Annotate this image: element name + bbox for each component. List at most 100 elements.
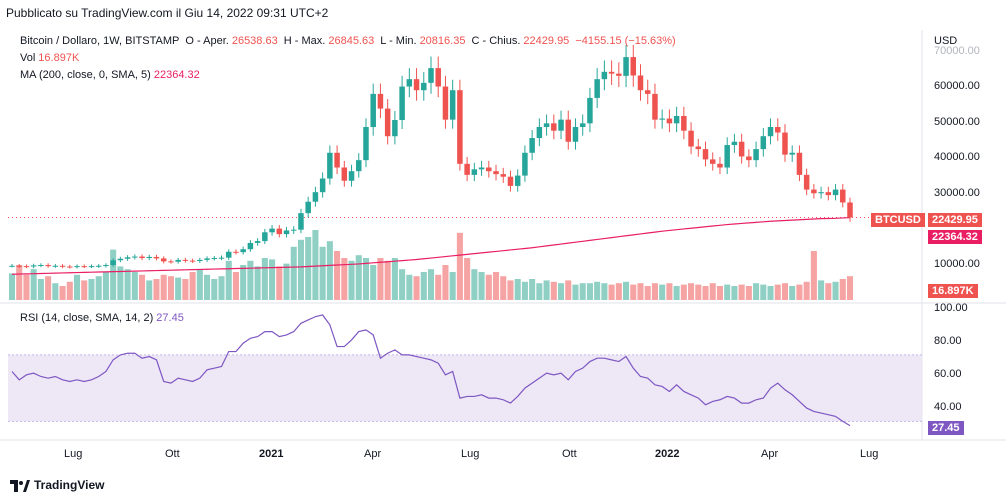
candle-body	[500, 174, 506, 177]
volume-bar	[781, 283, 789, 300]
volume-bar	[586, 283, 593, 300]
candle-body	[421, 82, 427, 91]
candle-body	[818, 192, 824, 194]
volume-bar	[507, 280, 514, 300]
volume-bar	[572, 284, 579, 300]
volume-bar	[8, 273, 16, 300]
brand-label: TradingView	[34, 478, 105, 492]
candle-body	[175, 259, 181, 262]
volume-bar	[666, 283, 673, 300]
candle-body	[464, 163, 470, 175]
candle-body	[522, 152, 528, 176]
candle-body	[428, 68, 434, 83]
volume-bar	[832, 281, 839, 300]
candle-body	[117, 258, 124, 261]
price-tick-40000: 40000.00	[934, 151, 980, 163]
candle-body	[363, 127, 369, 161]
candle-body	[233, 251, 239, 253]
volume-bar	[52, 283, 59, 300]
volume-bar	[702, 286, 709, 300]
volume-bar	[23, 274, 30, 300]
time-tick-lug-2021: Lug	[461, 448, 480, 460]
volume-bar	[753, 283, 760, 300]
volume-bar	[225, 260, 232, 300]
volume-bar	[175, 277, 182, 300]
candle-body	[630, 57, 637, 76]
vol-label: Vol	[20, 52, 36, 64]
candle-body	[182, 259, 189, 261]
candle-body	[493, 171, 499, 175]
volume-bar	[659, 284, 666, 300]
volume-bar	[189, 272, 196, 300]
volume-bar	[81, 280, 88, 300]
volume-bar	[724, 284, 731, 300]
candle-body	[760, 136, 767, 150]
candle-body	[124, 257, 131, 259]
currency-label: USD	[934, 35, 958, 47]
volume-bar	[449, 272, 456, 300]
time-tick-lug-2020: Lug	[64, 448, 83, 460]
volume-bar	[153, 279, 160, 300]
candle-body	[132, 256, 138, 258]
volume-bar	[745, 286, 752, 300]
candle-body	[283, 230, 290, 235]
last-price-tag: 22429.95	[928, 213, 982, 227]
volume-bar	[839, 279, 846, 300]
candle-body	[803, 174, 810, 190]
volume-bar	[514, 279, 521, 300]
volume-bar	[167, 276, 174, 300]
time-tick-ott-2021: Ott	[562, 448, 577, 460]
volume-bar	[95, 276, 102, 300]
close-label: C - Chius.	[471, 35, 521, 47]
volume-bar	[297, 239, 304, 300]
candle-body	[59, 265, 66, 267]
volume-bar	[312, 230, 319, 300]
candle-body	[262, 232, 268, 242]
candle-body	[269, 228, 275, 233]
candle-body	[789, 152, 795, 155]
volume-bar	[608, 284, 615, 300]
volume-bar	[102, 272, 109, 300]
volume-bar	[326, 241, 333, 300]
candle-body	[413, 79, 420, 91]
candle-body	[623, 57, 629, 76]
time-tick-lug-2022: Lug	[860, 448, 879, 460]
candle-body	[225, 251, 232, 258]
candle-body	[471, 169, 478, 175]
candle-body	[659, 118, 665, 120]
candle-body	[52, 265, 59, 267]
candle-body	[457, 90, 463, 164]
volume-bar	[846, 276, 854, 300]
candle-body	[23, 266, 30, 268]
candle-body	[782, 132, 788, 155]
candle-body	[695, 146, 702, 150]
volume-bar	[738, 284, 745, 300]
price-tick-70000: 70000.00	[934, 45, 980, 57]
volume-bar	[810, 251, 817, 300]
candle-body	[240, 249, 246, 253]
volume-bar	[182, 279, 189, 300]
volume-bar	[117, 266, 124, 300]
volume-bar	[471, 269, 478, 300]
candle-body	[847, 202, 853, 218]
volume-bar	[709, 283, 716, 300]
candle-body	[254, 241, 261, 243]
candle-body	[840, 189, 846, 203]
rsi-tick-80: 80.00	[934, 335, 962, 347]
candle-body	[775, 127, 781, 133]
volume-bar	[247, 260, 254, 300]
volume-bar	[543, 280, 550, 300]
volume-legend: Vol 16.897K	[20, 52, 82, 64]
volume-bar	[124, 269, 131, 300]
rsi-tick-40: 40.00	[934, 401, 962, 413]
volume-bar	[594, 281, 601, 300]
time-tick-apr-2021: Apr	[364, 448, 382, 460]
volume-bar	[456, 232, 463, 300]
candle-body	[738, 141, 745, 157]
volume-bar	[492, 272, 500, 300]
tradingview-brand[interactable]: TradingView	[10, 478, 104, 492]
volume-bar	[695, 284, 702, 300]
candle-body	[637, 75, 644, 91]
volume-bar	[500, 276, 507, 300]
